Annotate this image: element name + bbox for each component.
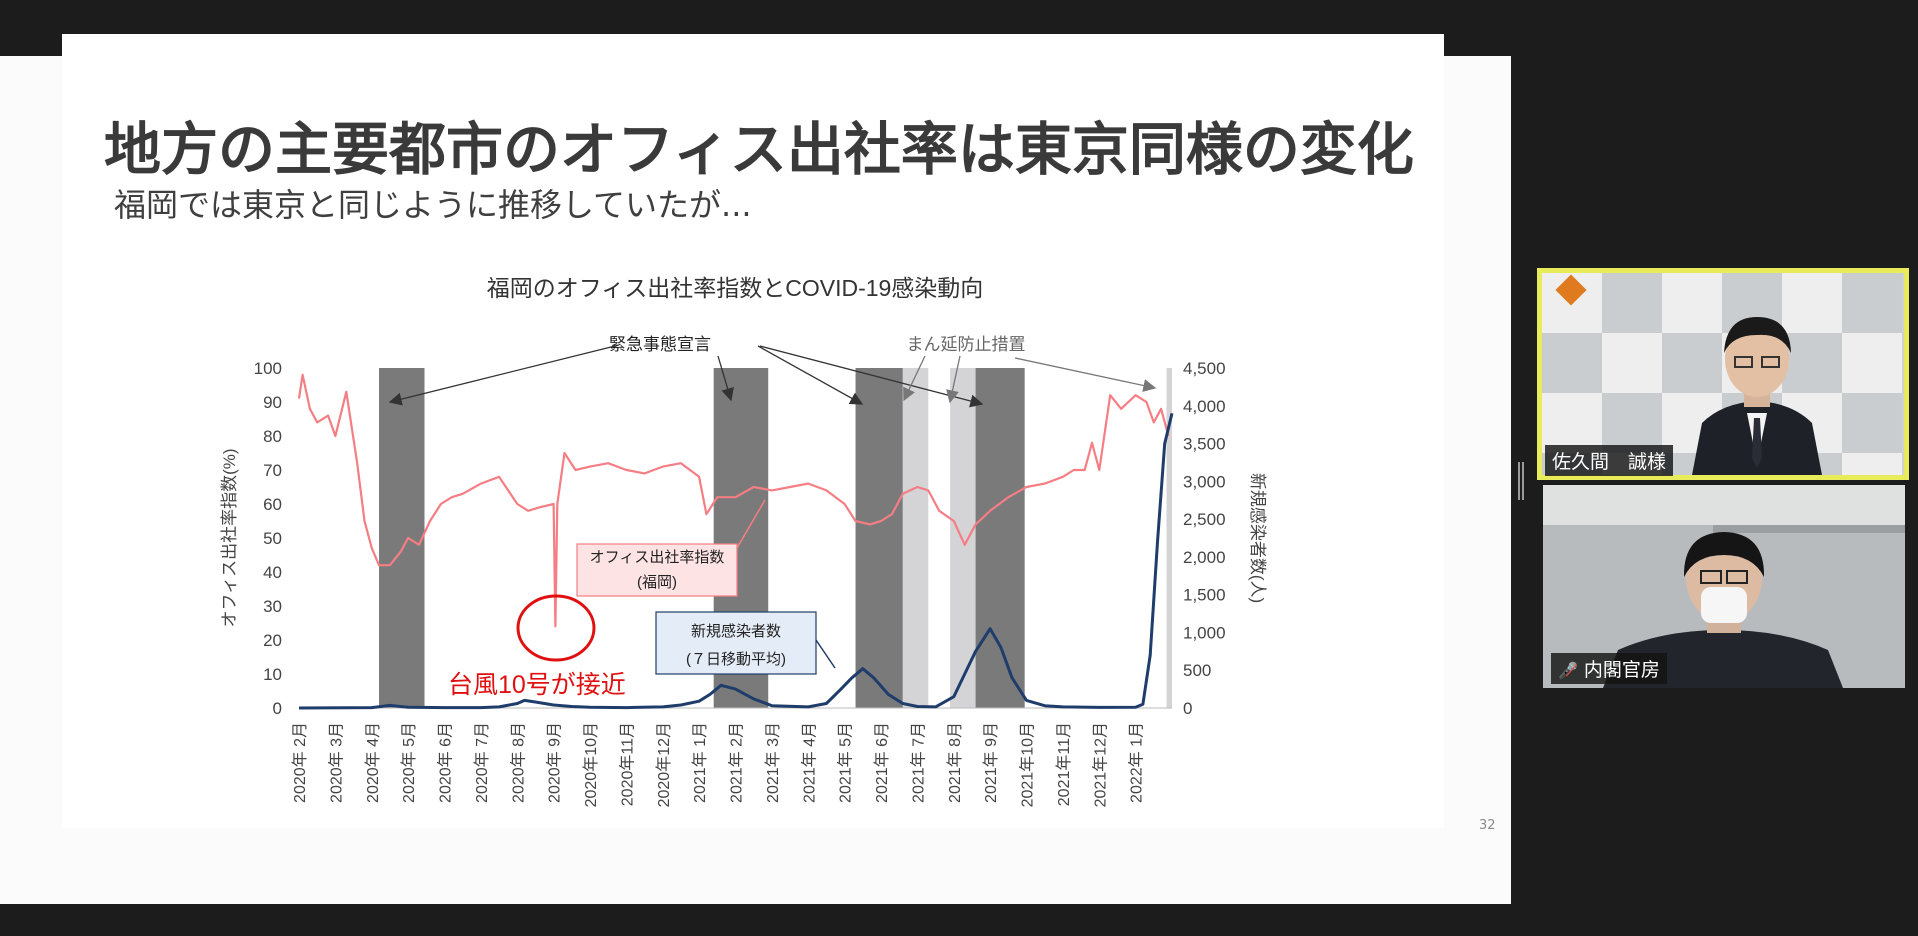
x-tick-label: 2021年 3月 — [764, 722, 782, 803]
period-band-emergency — [379, 368, 425, 708]
person-silhouette — [1692, 317, 1822, 475]
y-tick-label: 20 — [263, 631, 282, 650]
participant-name-label: 🎤̸ 内閣官房 — [1551, 653, 1667, 684]
typhoon-highlight-circle — [516, 594, 596, 662]
y2-tick-label: 3,000 — [1183, 472, 1226, 491]
x-tick-label: 2021年 6月 — [873, 722, 891, 803]
y-tick-label: 90 — [263, 393, 282, 412]
x-tick-label: 2021年11月 — [1055, 722, 1073, 806]
covid-legend-box — [655, 611, 817, 675]
emergency-arrow — [757, 345, 864, 405]
y2-tick-label: 500 — [1183, 661, 1211, 680]
mic-muted-icon: 🎤̸ — [1558, 661, 1578, 680]
y-axis-label: オフィス出社率指数(%) — [220, 448, 239, 627]
covid-legend-leader — [815, 639, 836, 669]
layout-divider-handle[interactable] — [1518, 462, 1524, 500]
x-tick-label: 2020年 5月 — [400, 722, 418, 803]
y-tick-label: 80 — [263, 427, 282, 446]
y-tick-label: 60 — [263, 495, 282, 514]
x-tick-label: 2021年 8月 — [946, 722, 964, 803]
office-legend-box — [576, 543, 738, 597]
participant-name-label: 佐久間 誠様 — [1545, 445, 1674, 476]
office-legend-sublabel: (福岡) — [637, 574, 677, 591]
x-tick-label: 2021年12月 — [1091, 722, 1109, 807]
y-tick-label: 70 — [263, 461, 282, 480]
period-band-emergency — [855, 368, 903, 708]
y-tick-label: 40 — [263, 563, 282, 582]
office-legend-leader — [736, 499, 766, 549]
emergency-arrow — [759, 345, 984, 408]
x-tick-label: 2021年 7月 — [909, 722, 927, 803]
x-tick-label: 2021年 1月 — [691, 722, 709, 803]
x-tick-label: 2020年 2月 — [291, 722, 309, 803]
y-tick-label: 50 — [263, 529, 282, 548]
y-tick-label: 0 — [273, 699, 282, 718]
y2-tick-label: 1,000 — [1183, 623, 1226, 642]
chart-title: 福岡のオフィス出社率指数とCOVID-19感染動向 — [487, 275, 984, 301]
x-tick-label: 2021年10月 — [1019, 722, 1037, 807]
y-tick-label: 30 — [263, 597, 282, 616]
period-band-manen — [1166, 368, 1172, 708]
page-title: 地方の主要都市のオフィス出社率は東京同様の変化 — [104, 117, 1414, 183]
office-covid-chart: 福岡のオフィス出社率指数とCOVID-19感染動向 0 10 20 30 40 50 60 70… — [220, 275, 1267, 807]
series-line-1 — [298, 412, 1174, 710]
typhoon-label: 台風10号が接近 — [448, 671, 626, 699]
x-tick-label: 2020年 9月 — [546, 722, 564, 803]
y2-axis-label: 新規感染者数(人) — [1248, 473, 1267, 603]
y2-tick-label: 2,000 — [1183, 548, 1226, 567]
x-tick-label: 2020年 8月 — [509, 722, 527, 803]
manen-label: まん延防止措置 — [907, 335, 1026, 354]
participant-name-text: 内閣官房 — [1583, 659, 1660, 681]
covid-legend-sublabel: (７日移動平均) — [686, 651, 786, 668]
emergency-arrow — [717, 355, 734, 402]
period-band-emergency — [975, 368, 1025, 708]
period-band-manen — [902, 368, 929, 708]
covid-legend-label: 新規感染者数 — [691, 623, 781, 640]
x-tick-label: 2020年12月 — [655, 722, 673, 807]
x-tick-label: 2020年 6月 — [437, 722, 455, 803]
x-tick-label: 2020年 4月 — [364, 722, 382, 803]
emergency-arrow — [388, 345, 616, 406]
x-tick-label: 2021年 4月 — [800, 722, 818, 803]
manen-arrow — [1014, 357, 1157, 392]
x-tick-label: 2020年11月 — [618, 722, 636, 806]
y-tick-label: 10 — [263, 665, 282, 684]
page-subtitle: 福岡では東京と同じように推移していたが... — [114, 186, 752, 224]
series-line-0 — [297, 373, 1170, 628]
x-tick-label: 2021年 9月 — [982, 722, 1000, 803]
period-band-manen — [950, 368, 976, 708]
x-tick-label: 2020年10月 — [582, 722, 600, 807]
x-tick-label: 2020年 7月 — [473, 722, 491, 803]
manen-arrow — [903, 355, 926, 402]
y2-tick-label: 0 — [1183, 699, 1192, 718]
x-tick-label: 2021年 2月 — [728, 722, 746, 803]
y2-tick-label: 3,500 — [1183, 435, 1226, 454]
y2-tick-label: 1,500 — [1183, 586, 1226, 605]
page-number: 32 — [1479, 818, 1496, 833]
y-tick-label: 100 — [254, 359, 282, 378]
y2-tick-label: 4,500 — [1183, 359, 1226, 378]
office-legend-label: オフィス出社率指数 — [590, 549, 725, 566]
manen-arrow — [946, 355, 961, 404]
video-tile-participant[interactable]: 🎤̸ 内閣官房 — [1543, 485, 1905, 688]
x-tick-label: 2021年 5月 — [837, 722, 855, 803]
emergency-label: 緊急事態宣言 — [609, 335, 711, 354]
x-tick-label: 2022年 1月 — [1128, 722, 1146, 803]
video-tile-active-speaker[interactable]: 佐久間 誠様 — [1537, 268, 1909, 480]
y2-tick-label: 2,500 — [1183, 510, 1226, 529]
y2-tick-label: 4,000 — [1183, 397, 1226, 416]
x-tick-label: 2020年 3月 — [327, 722, 345, 803]
